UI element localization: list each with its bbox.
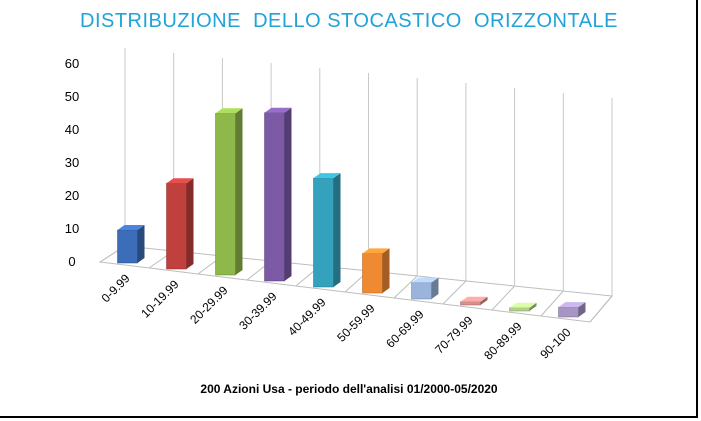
bar-side: [382, 248, 390, 293]
bar-side: [431, 277, 439, 299]
y-tick-label: 60: [65, 56, 79, 71]
floor-divider: [589, 295, 613, 323]
bar-top: [558, 302, 586, 308]
bar-top: [264, 107, 292, 113]
floor-divider: [393, 275, 418, 299]
y-tick-label: 30: [65, 155, 79, 170]
x-tick-label: 50-59.99: [334, 301, 378, 345]
bar-top: [460, 296, 488, 302]
bar-80-89.99: [509, 307, 530, 312]
bar-top: [166, 178, 194, 184]
bar-side: [529, 302, 537, 311]
y-tick-label: 20: [65, 188, 79, 203]
x-tick-label: 60-69.99: [383, 307, 427, 351]
y-tick-label: 40: [65, 122, 79, 137]
bar-top: [215, 108, 243, 114]
x-tick-label: 0-9.99: [99, 271, 133, 305]
floor-divider: [540, 290, 564, 317]
bar-40-49.99: [313, 177, 334, 288]
chart-title: DISTRIBUZIONE DELLO STOCASTICO ORIZZONTA…: [80, 10, 618, 32]
bar-50-59.99: [362, 253, 383, 294]
bar-side: [235, 108, 243, 275]
y-tick-label: 50: [65, 89, 79, 104]
floor-divider: [442, 280, 467, 305]
x-tick-label: 20-29.99: [187, 283, 231, 327]
bar-top: [411, 277, 439, 283]
bar-70-79.99: [460, 301, 481, 306]
x-tick-label: 30-39.99: [236, 289, 280, 333]
bar-top: [362, 248, 390, 254]
x-tick-label: 10-19.99: [138, 277, 182, 321]
bar-20-29.99: [215, 113, 236, 276]
bar-0-9.99: [117, 229, 138, 264]
bar-side: [186, 178, 194, 269]
x-tick-label: 80-89.99: [481, 319, 525, 363]
bar-60-69.99: [411, 282, 432, 300]
x-tick-label: 90-100: [537, 325, 574, 362]
bar-side: [578, 302, 586, 317]
bar-90-100: [558, 306, 579, 318]
bar-side: [137, 225, 145, 263]
bar-top: [509, 302, 537, 308]
y-tick-label: 10: [65, 221, 79, 236]
bar-side: [284, 107, 292, 281]
chart-subtitle: 200 Azioni Usa - periodo dell'analisi 01…: [200, 382, 498, 396]
bar-side: [480, 296, 488, 305]
bar-side: [333, 173, 341, 287]
x-tick-label: 40-49.99: [285, 295, 329, 339]
floor-divider: [491, 285, 515, 311]
bar-top: [117, 225, 145, 230]
bar-30-39.99: [264, 112, 285, 282]
bar-10-19.99: [166, 182, 187, 270]
bar-top: [313, 173, 341, 179]
y-tick-label: 0: [68, 254, 75, 269]
x-tick-label: 70-79.99: [432, 313, 476, 357]
